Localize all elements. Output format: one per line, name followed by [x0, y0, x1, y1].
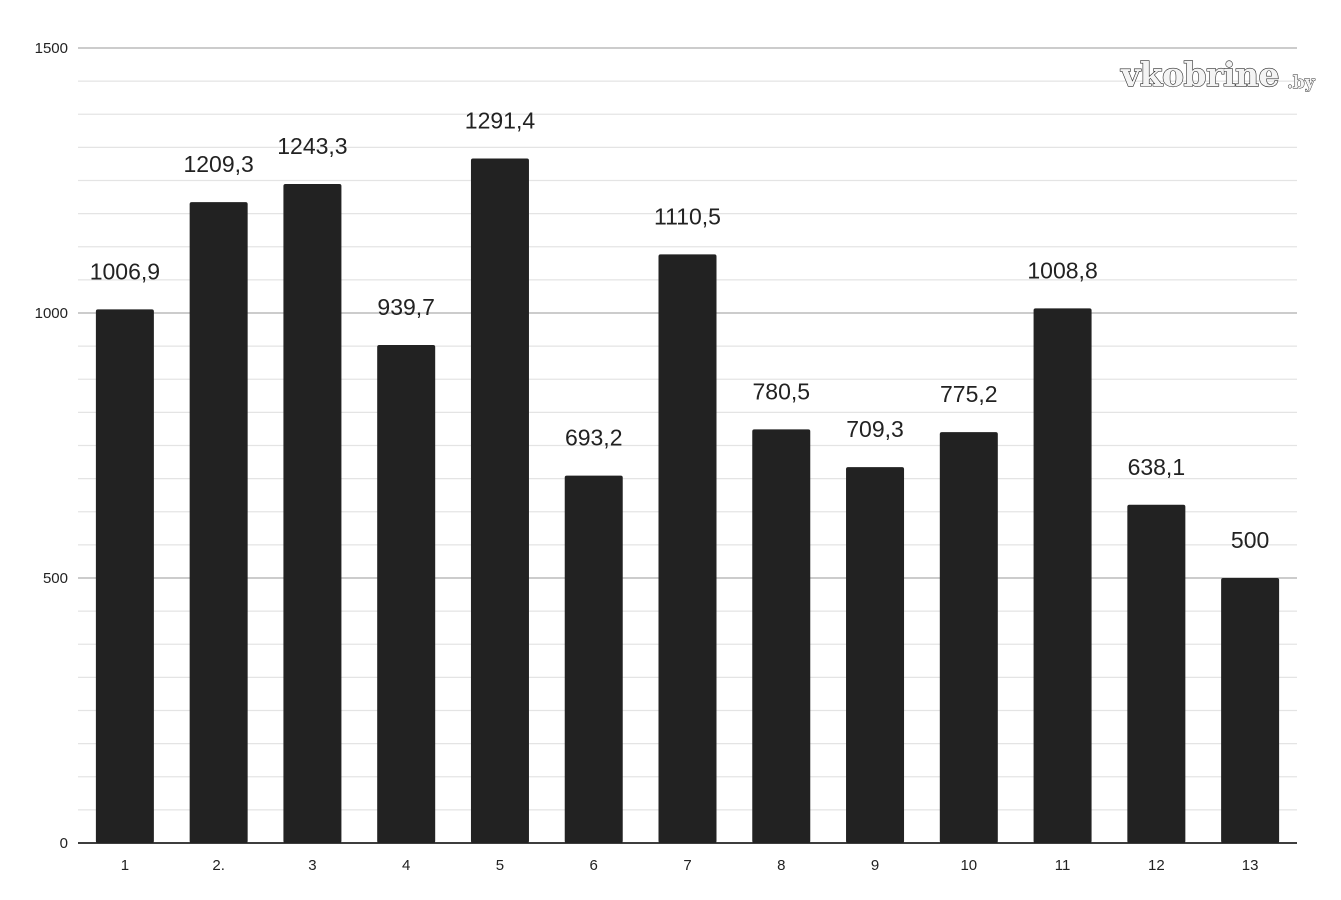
data-label: 939,7 [377, 294, 435, 320]
data-label: 1291,4 [465, 108, 536, 134]
data-label: 1008,8 [1027, 257, 1097, 283]
x-tick-label: 7 [683, 857, 691, 874]
y-tick-label: 1500 [35, 40, 68, 57]
data-label: 693,2 [565, 425, 623, 451]
bar-10 [939, 432, 998, 843]
x-tick-label: 13 [1242, 857, 1259, 874]
data-label: 709,3 [846, 416, 904, 442]
bar-9 [846, 467, 905, 843]
x-tick-label: 10 [960, 857, 977, 874]
x-axis-tick-labels: 1 2. 3 4 5 6 7 8 9 10 11 12 13 [121, 857, 1259, 874]
bar-7 [658, 254, 717, 843]
bar-8 [752, 429, 811, 843]
data-label: 1006,9 [90, 258, 160, 284]
y-tick-label: 1000 [35, 305, 68, 322]
data-label: 1110,5 [654, 203, 721, 229]
bar-5 [470, 158, 529, 844]
x-tick-label: 3 [308, 857, 316, 874]
x-tick-label: 12 [1148, 857, 1165, 874]
bar-4 [377, 344, 436, 843]
watermark-logo-suffix: .by [1287, 73, 1316, 93]
x-tick-label: 8 [777, 857, 785, 874]
y-axis-tick-labels: 0 500 1000 1500 [35, 40, 68, 852]
watermark-logo: vkobrine [1120, 55, 1279, 94]
x-tick-label: 5 [496, 857, 504, 874]
bar-1 [95, 309, 154, 843]
y-tick-label: 500 [43, 570, 68, 587]
x-tick-label: 9 [871, 857, 879, 874]
x-tick-label: 6 [590, 857, 598, 874]
x-tick-label: 1 [121, 857, 129, 874]
x-tick-label: 2. [212, 857, 225, 874]
bar-3 [283, 184, 342, 843]
data-label: 780,5 [752, 378, 810, 404]
y-tick-label: 0 [60, 835, 68, 852]
bars [95, 158, 1280, 844]
data-label: 638,1 [1128, 454, 1186, 480]
bar-2 [189, 202, 248, 844]
data-label: 1209,3 [183, 151, 253, 177]
data-label: 500 [1231, 527, 1269, 553]
data-label: 1243,3 [277, 133, 347, 159]
x-tick-label: 11 [1055, 857, 1071, 874]
bar-13 [1221, 578, 1280, 843]
data-labels: 1006,9 1209,3 1243,3 939,7 1291,4 693,2 1110,5… [90, 108, 1270, 553]
bar-12 [1127, 504, 1186, 843]
data-label: 775,2 [940, 381, 998, 407]
bar-6 [564, 475, 623, 843]
bar-11 [1033, 308, 1092, 843]
x-tick-label: 4 [402, 857, 410, 874]
